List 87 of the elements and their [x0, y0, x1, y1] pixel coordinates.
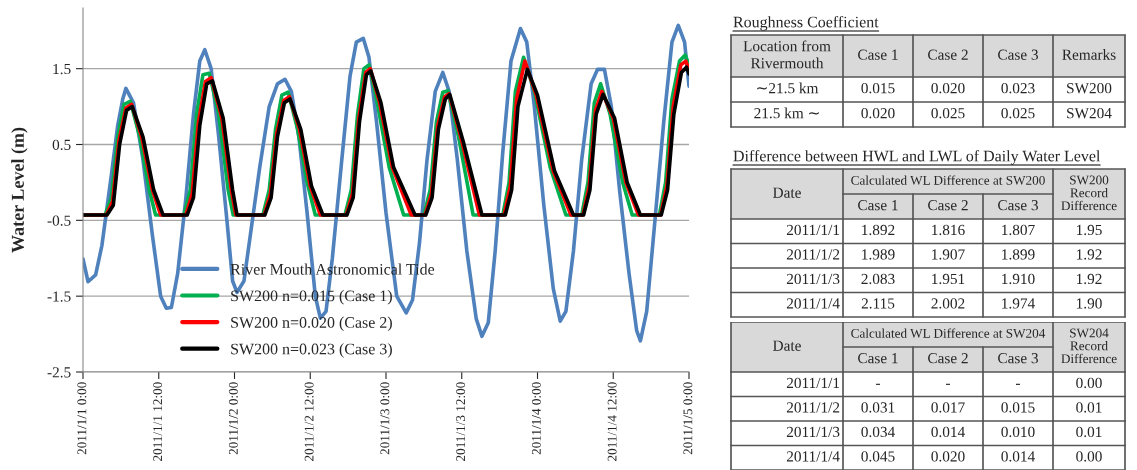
text: 2011/1/3	[786, 273, 840, 285]
category-label: Date	[773, 187, 801, 198]
text: 0.015	[1001, 402, 1035, 413]
y-tick-label: -0.5	[47, 215, 71, 226]
category-label: Date	[773, 340, 801, 351]
text: -	[876, 383, 880, 385]
text: 0.020	[861, 108, 895, 119]
text: 1.892	[862, 224, 895, 236]
x-tick-label: 2011/1/4 0:00	[531, 382, 541, 455]
text: 0.015	[861, 83, 895, 94]
text: 1.974	[1002, 298, 1035, 309]
text: 2011/1/1	[786, 224, 840, 236]
text: 1.92	[1076, 273, 1102, 285]
category-label: Case 3	[998, 200, 1038, 211]
category-label: SW200 Record Difference	[1061, 175, 1117, 211]
category-label: Case 2	[928, 200, 968, 211]
text: -	[946, 383, 950, 385]
text: 1.816	[932, 224, 965, 236]
text: 2011/1/4	[786, 298, 840, 309]
category-label: Case 1	[858, 353, 898, 364]
category-label: Case 2	[928, 353, 968, 364]
category-label: Location from Rivermouth	[743, 40, 831, 69]
text: SW204	[1067, 108, 1112, 119]
text: 1.90	[1076, 298, 1102, 309]
x-tick-label: 2011/1/3 0:00	[380, 382, 390, 455]
text: 0.00	[1076, 451, 1102, 462]
text: 1.989	[862, 249, 895, 260]
text: 0.014	[931, 426, 965, 438]
y-tick-label: -1.5	[47, 291, 71, 302]
text: 0.010	[1001, 426, 1035, 438]
y-tick-label: 1.5	[53, 63, 71, 75]
text: 0.020	[931, 83, 965, 94]
category-label: Case 1	[858, 200, 898, 211]
text: 0.045	[861, 451, 895, 462]
y-tick-label: -2.5	[47, 367, 71, 378]
legend-label: SW200 n=0.020 (Case 2)	[231, 316, 392, 332]
text: 1.951	[932, 273, 965, 285]
text: 2.083	[861, 273, 895, 285]
text: Calculated WL Difference at SW200	[851, 175, 1045, 185]
category-label: Case 3	[998, 353, 1038, 364]
legend-label: SW200 n=0.023 (Case 3)	[231, 343, 392, 358]
x-tick-label: 2011/1/5 0:00	[683, 382, 693, 455]
text: 0.01	[1076, 426, 1102, 438]
text: 1.92	[1076, 249, 1102, 260]
text: 0.00	[1076, 377, 1102, 389]
text: -	[1016, 383, 1020, 385]
text: Difference between HWL and LWL of Daily Water Level	[733, 150, 1101, 165]
text: ∼21.5 km	[757, 82, 819, 94]
category-label: SW204 Record Difference	[1061, 328, 1117, 364]
category-label: Case 3	[998, 49, 1038, 60]
text: 1.910	[1002, 273, 1035, 285]
text: 2011/1/4	[786, 451, 840, 462]
text: 1.907	[932, 249, 965, 260]
text: 2011/1/2	[786, 402, 840, 413]
text: SW200	[1067, 83, 1112, 94]
text: 1.807	[1002, 224, 1035, 236]
text: 2011/1/1	[786, 377, 840, 389]
text: 1.899	[1002, 249, 1035, 260]
x-tick-label: 2011/1/1 12:00	[153, 382, 163, 461]
text: Roughness Coefficient	[733, 16, 879, 31]
text: 2.002	[931, 298, 965, 309]
text: 0.017	[931, 402, 965, 413]
text: 0.031	[861, 402, 895, 413]
text: Calculated WL Difference at SW204	[851, 328, 1046, 338]
text: 2011/1/3	[786, 426, 840, 438]
text: 0.025	[1001, 108, 1035, 119]
line-series	[83, 23, 689, 343]
text: 0.034	[861, 426, 895, 438]
text: 0.020	[931, 451, 965, 462]
text: 0.023	[1001, 83, 1035, 94]
text: 1.95	[1076, 224, 1102, 236]
text: 0.025	[931, 108, 965, 119]
x-tick-label: 2011/1/1 0:00	[77, 382, 87, 455]
text: 2.115	[861, 298, 895, 309]
x-tick-label: 2011/1/4 12:00	[607, 382, 617, 461]
text: 0.01	[1076, 402, 1102, 413]
category-label: Case 1	[858, 49, 898, 60]
x-tick-label: 2011/1/3 12:00	[456, 382, 466, 461]
x-tick-label: 2011/1/2 12:00	[304, 382, 314, 461]
category-label: Case 2	[928, 49, 968, 60]
x-tick-label: 2011/1/2 0:00	[228, 382, 238, 455]
text: 2011/1/2	[786, 249, 840, 260]
category-label: Remarks	[1062, 49, 1116, 60]
text: 21.5 km ∼	[754, 107, 819, 119]
y-axis-title: Water Level (m)	[11, 127, 28, 253]
text: 0.014	[1001, 451, 1035, 462]
y-tick-label: 0.5	[52, 139, 71, 151]
